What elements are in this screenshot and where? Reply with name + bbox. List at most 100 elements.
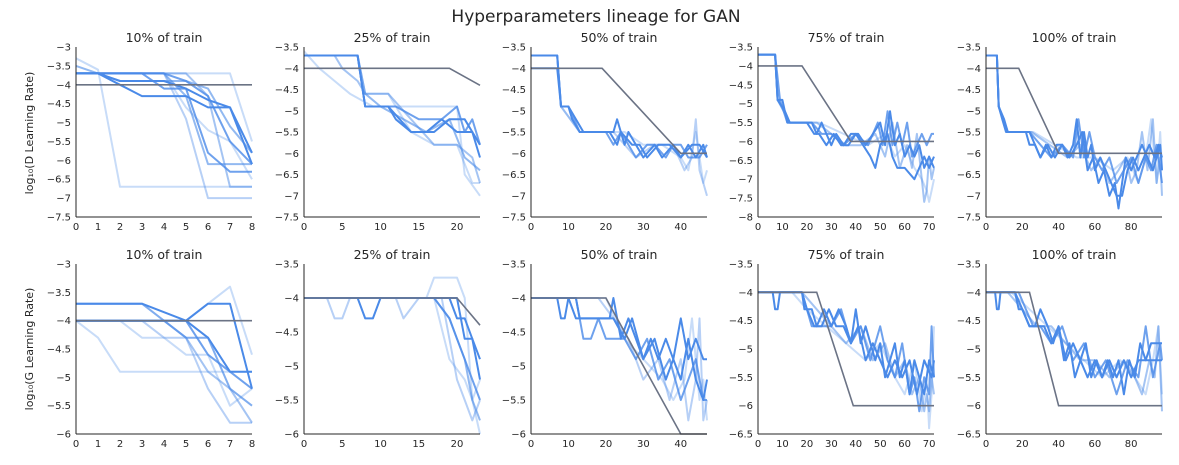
y-tick-label: −4.5 (729, 80, 753, 91)
subplot-d50: 50% of train −7.5 −7 −6.5 −6 −5.5 −5 −4.5 −4 −3.5… (502, 30, 708, 233)
y-tick-label: −6.5 (47, 175, 71, 186)
x-tick-label: 20 (600, 222, 613, 233)
x-tick-label: 40 (674, 439, 687, 450)
y-tick-label: −4.5 (47, 99, 71, 110)
y-tick-label: −7.5 (502, 213, 526, 224)
series-line (531, 297, 708, 422)
y-axis-label-g-learning-rate: log₁₀(G Learning Rate) (23, 288, 36, 411)
subplot-title: 50% of train (581, 247, 658, 262)
x-tick-label: 60 (1088, 439, 1101, 450)
series-line (75, 57, 252, 188)
series-line (758, 291, 935, 413)
y-tick-label: −3.5 (729, 260, 753, 271)
series-line (303, 50, 481, 197)
series-line (304, 297, 481, 422)
y-tick-label: −4 (511, 294, 526, 305)
x-tick-label: 40 (1052, 222, 1065, 233)
y-tick-label: −5 (284, 106, 299, 117)
x-tick-label: 60 (898, 439, 911, 450)
series-group (531, 54, 708, 197)
series-group (75, 57, 253, 200)
y-tick-label: −4 (511, 64, 526, 75)
y-tick-label: −6.5 (275, 170, 299, 181)
y-tick-label: −5 (738, 345, 753, 356)
y-tick-label: −5 (966, 106, 981, 117)
y-tick-label: −7 (511, 191, 526, 202)
y-tick-label: −4 (966, 64, 981, 75)
series-line (531, 297, 707, 361)
x-tick-label: 10 (374, 222, 387, 233)
y-tick-label: −4.5 (957, 316, 981, 327)
x-tick-label: 15 (412, 439, 425, 450)
x-tick-label: 10 (776, 222, 789, 233)
x-tick-label: 3 (139, 439, 145, 450)
x-tick-label: 40 (674, 222, 687, 233)
series-line (76, 72, 253, 165)
series-line (986, 54, 1163, 210)
subplot-g100: 100% of train −6.5 −6 −5.5 −5 −4.5 −4 −3.5 0 20 40… (957, 247, 1163, 450)
x-tick-label: 30 (825, 439, 838, 450)
subplot-title: 25% of train (354, 247, 431, 262)
figure-title: Hyperparameters lineage for GAN (451, 7, 740, 27)
y-tick-label: −5 (56, 118, 71, 129)
baseline-line (531, 67, 707, 155)
x-tick-label: 1 (95, 439, 101, 450)
y-tick-label: −5.5 (47, 137, 71, 148)
x-tick-label: 50 (874, 439, 887, 450)
series-group (303, 50, 481, 197)
subplot-g25: 25% of train −6 −5.5 −5 −4.5 −4 −3.5 0 5 10 15 20 (275, 247, 481, 450)
x-tick-label: 20 (1016, 222, 1029, 233)
y-tick-label: −6 (738, 137, 753, 148)
y-tick-label: −4.5 (275, 328, 299, 339)
y-tick-label: −3.5 (47, 288, 71, 299)
y-tick-label: −4 (284, 294, 299, 305)
x-tick-label: 0 (528, 222, 534, 233)
x-tick-label: 40 (849, 222, 862, 233)
x-tick-label: 7 (227, 222, 233, 233)
subplot-title: 100% of train (1032, 30, 1117, 45)
series-line (986, 291, 1163, 396)
baseline-line (304, 67, 481, 86)
y-tick-label: −6 (284, 430, 299, 441)
x-tick-label: 8 (249, 222, 255, 233)
x-tick-label: 0 (301, 222, 307, 233)
series-line (76, 302, 253, 407)
series-line (76, 302, 253, 389)
y-tick-label: −6.5 (729, 430, 753, 441)
y-tick-label: −3.5 (275, 260, 299, 271)
subplot-title: 10% of train (126, 247, 203, 262)
x-tick-label: 0 (528, 439, 534, 450)
y-tick-label: −3.5 (502, 260, 526, 271)
baseline-line (986, 291, 1162, 407)
y-tick-label: −5.5 (275, 128, 299, 139)
series-group (304, 276, 481, 435)
subplot-title: 75% of train (808, 247, 885, 262)
y-tick-label: −6 (511, 149, 526, 160)
series-line (76, 72, 252, 173)
subplot-d75: 75% of train −8 −7.5 −7 −6.5 −6 −5.5 −5 −4.5 −4 −3… (729, 30, 936, 233)
series-line (758, 291, 935, 413)
y-tick-label: −7 (56, 194, 71, 205)
y-tick-label: −3.5 (275, 43, 299, 54)
y-tick-label: −5 (511, 106, 526, 117)
subplot-g10: 10% of train −6 −5.5 −5 −4.5 −4 −3.5 −3 0 1 2 3 4 5 6 7… (47, 247, 255, 450)
y-tick-label: −6 (966, 149, 981, 160)
series-line (76, 72, 253, 154)
series-group (531, 297, 708, 422)
x-tick-label: 0 (755, 439, 761, 450)
x-tick-label: 0 (73, 222, 79, 233)
x-tick-label: 80 (1125, 222, 1138, 233)
x-tick-label: 2 (117, 222, 123, 233)
x-tick-label: 7 (227, 439, 233, 450)
y-tick-label: −7.5 (957, 213, 981, 224)
y-tick-label: −3.5 (729, 43, 753, 54)
x-tick-label: 60 (1088, 222, 1101, 233)
y-tick-label: −6 (966, 401, 981, 412)
series-line (304, 276, 481, 435)
subplot-title: 50% of train (581, 30, 658, 45)
x-tick-label: 80 (1125, 439, 1138, 450)
y-tick-label: −4 (284, 64, 299, 75)
series-line (531, 297, 708, 401)
series-line (758, 291, 935, 430)
y-tick-label: −4.5 (275, 85, 299, 96)
